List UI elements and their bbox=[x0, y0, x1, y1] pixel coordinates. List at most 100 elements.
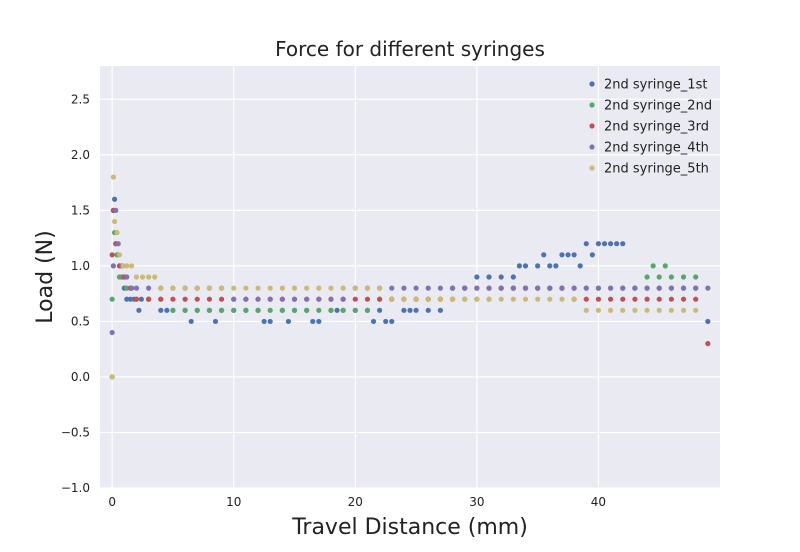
data-point bbox=[474, 296, 480, 302]
data-point bbox=[425, 296, 431, 302]
data-point bbox=[316, 285, 322, 291]
chart-title: Force for different syringes bbox=[275, 37, 545, 61]
x-tick-label: 40 bbox=[591, 495, 606, 509]
data-point bbox=[334, 307, 340, 313]
data-point bbox=[285, 318, 292, 325]
data-point bbox=[124, 274, 130, 280]
data-point bbox=[255, 296, 261, 302]
data-point bbox=[668, 296, 674, 302]
data-point bbox=[632, 307, 638, 313]
data-point bbox=[705, 318, 711, 325]
data-point bbox=[680, 274, 687, 280]
y-axis-label: Load (N) bbox=[33, 230, 58, 323]
data-point bbox=[656, 296, 662, 302]
data-point bbox=[340, 296, 346, 302]
data-point bbox=[113, 207, 119, 213]
data-point bbox=[129, 285, 135, 291]
x-tick-label: 0 bbox=[108, 495, 116, 509]
data-point bbox=[620, 307, 626, 313]
data-point bbox=[316, 318, 322, 325]
data-point bbox=[644, 274, 650, 280]
data-point bbox=[644, 296, 650, 302]
data-point bbox=[607, 241, 614, 247]
data-point bbox=[389, 285, 395, 291]
data-point bbox=[370, 318, 377, 325]
x-tick-label: 20 bbox=[348, 495, 363, 509]
data-point bbox=[644, 307, 650, 313]
data-point bbox=[255, 285, 261, 291]
data-point bbox=[111, 196, 118, 202]
data-point bbox=[535, 296, 541, 302]
data-point bbox=[571, 296, 577, 302]
data-point bbox=[407, 307, 413, 313]
data-point bbox=[595, 307, 602, 313]
legend-marker bbox=[589, 123, 595, 129]
data-point bbox=[614, 241, 620, 247]
data-point bbox=[522, 263, 529, 269]
data-point bbox=[656, 307, 662, 313]
data-point bbox=[364, 296, 371, 302]
data-point bbox=[328, 296, 334, 302]
data-point bbox=[133, 274, 140, 280]
data-point bbox=[377, 296, 383, 302]
y-tick-label: 0.0 bbox=[71, 370, 90, 384]
data-point bbox=[680, 285, 687, 291]
data-point bbox=[139, 274, 146, 280]
legend-label: 2nd syringe_4th bbox=[604, 141, 709, 156]
y-tick-label: 1.5 bbox=[71, 203, 90, 217]
data-point bbox=[218, 307, 225, 313]
data-point bbox=[486, 296, 492, 302]
data-point bbox=[267, 296, 273, 302]
data-point bbox=[449, 296, 456, 302]
data-point bbox=[553, 263, 559, 269]
data-point bbox=[267, 318, 273, 325]
data-point bbox=[170, 285, 176, 291]
data-point bbox=[124, 296, 130, 302]
data-point bbox=[377, 285, 383, 291]
data-point bbox=[662, 263, 668, 269]
data-point bbox=[340, 285, 346, 291]
data-point bbox=[133, 296, 140, 302]
data-point bbox=[383, 318, 389, 325]
data-point bbox=[188, 318, 194, 325]
x-tick-label: 30 bbox=[469, 495, 484, 509]
data-point bbox=[267, 307, 273, 313]
data-point bbox=[510, 274, 516, 280]
data-point bbox=[559, 296, 565, 302]
data-point bbox=[583, 241, 589, 247]
data-point bbox=[693, 274, 699, 280]
data-point bbox=[705, 341, 711, 347]
data-point bbox=[124, 263, 130, 269]
data-point bbox=[116, 252, 123, 258]
data-point bbox=[129, 263, 135, 269]
data-point bbox=[522, 296, 529, 302]
data-point bbox=[316, 296, 322, 302]
data-point bbox=[304, 296, 310, 302]
data-point bbox=[535, 285, 541, 291]
data-point bbox=[158, 285, 164, 291]
data-point bbox=[413, 307, 419, 313]
data-point bbox=[255, 307, 261, 313]
data-point bbox=[425, 307, 431, 313]
data-point bbox=[389, 296, 395, 302]
data-point bbox=[146, 296, 152, 302]
y-tick-label: 1.0 bbox=[71, 259, 90, 273]
data-point bbox=[352, 285, 358, 291]
data-point bbox=[401, 296, 407, 302]
data-point bbox=[547, 285, 553, 291]
data-point bbox=[120, 263, 126, 269]
data-point bbox=[595, 285, 602, 291]
data-point bbox=[498, 296, 504, 302]
data-point bbox=[261, 318, 267, 325]
data-point bbox=[206, 285, 213, 291]
data-point bbox=[571, 252, 577, 258]
data-point bbox=[693, 285, 699, 291]
data-point bbox=[547, 263, 553, 269]
data-point bbox=[595, 296, 602, 302]
data-point bbox=[449, 285, 456, 291]
data-point bbox=[620, 285, 626, 291]
data-point bbox=[231, 285, 237, 291]
x-axis-label: Travel Distance (mm) bbox=[291, 515, 528, 540]
legend-label: 2nd syringe_3rd bbox=[604, 120, 709, 135]
